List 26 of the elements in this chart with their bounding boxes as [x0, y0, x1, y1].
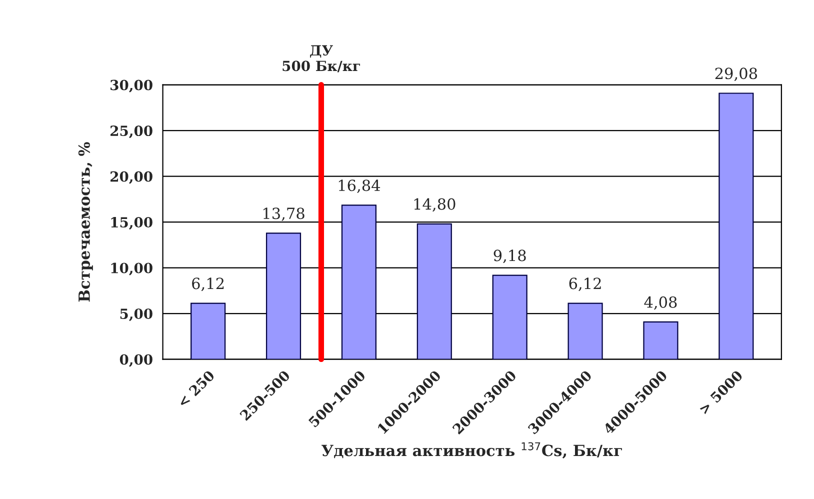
- y-tick-label: 30,00: [110, 80, 152, 92]
- y-tick-label: 15,00: [111, 217, 152, 230]
- y-tick-label: 5,00: [120, 308, 152, 322]
- bar: [492, 274, 528, 360]
- data-label: 6,12: [192, 278, 224, 292]
- bar: [643, 321, 678, 360]
- bar: [341, 204, 376, 360]
- bar: [568, 302, 603, 360]
- data-label: 14,80: [414, 198, 456, 212]
- bar: [718, 92, 754, 360]
- data-label: 4,08: [644, 296, 677, 310]
- y-tick-label: 0,00: [120, 354, 152, 367]
- bar: [266, 232, 302, 360]
- data-label: 13,78: [264, 208, 304, 222]
- data-label: 16,84: [338, 180, 380, 194]
- data-label: 29,08: [715, 68, 758, 82]
- y-axis-title: Встречаемость, %: [78, 142, 93, 302]
- bar: [190, 302, 226, 360]
- y-tick-label: 25,00: [110, 126, 152, 138]
- data-label: 9,18: [494, 250, 526, 264]
- bar: [416, 223, 452, 360]
- data-label: 6,12: [569, 278, 601, 292]
- x-axis-title: Удельная активность $^{137}$Cs, Бк/кг: [322, 442, 622, 459]
- y-tick-label: 10,00: [111, 262, 152, 276]
- y-tick-label: 20,00: [110, 171, 152, 184]
- ref-line-label: ДУ 500 Бк/кг: [282, 45, 360, 72]
